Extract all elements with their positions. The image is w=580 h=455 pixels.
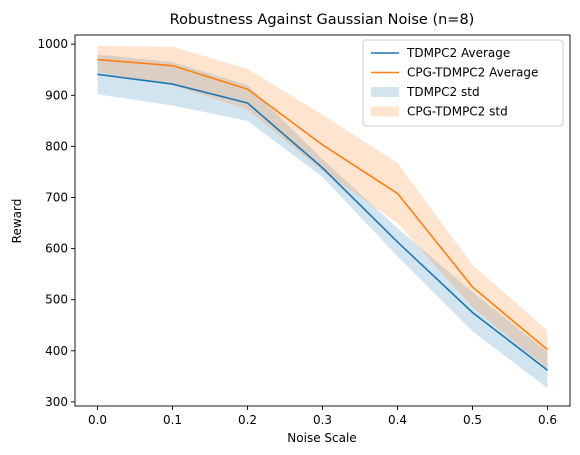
legend: TDMPC2 Average CPG-TDMPC2 Average TDMPC2 s… <box>363 40 563 126</box>
y-tick-label: 300 <box>45 395 68 409</box>
x-tick-label: 0.3 <box>313 413 332 427</box>
x-tick-label: 0.1 <box>163 413 182 427</box>
cpg-tdmpc2-std-legend-label: CPG-TDMPC2 std <box>407 105 508 119</box>
x-tick-label: 0.5 <box>463 413 482 427</box>
x-axis: 0.0 0.1 0.2 0.3 0.4 0.5 0.6 <box>88 406 557 427</box>
x-tick-label: 0.0 <box>88 413 107 427</box>
x-tick-label: 0.6 <box>538 413 557 427</box>
tdmpc2-std-legend-label: TDMPC2 std <box>406 85 480 99</box>
y-axis: 300 400 500 600 700 800 900 1000 <box>37 37 75 409</box>
y-axis-label: Reward <box>10 199 24 244</box>
x-tick-label: 0.2 <box>238 413 257 427</box>
tdmpc2-average-legend-label: TDMPC2 Average <box>406 46 510 60</box>
y-tick-label: 600 <box>45 242 68 256</box>
cpg-tdmpc2-std-legend-swatch <box>371 107 399 117</box>
chart-title: Robustness Against Gaussian Noise (n=8) <box>170 12 475 28</box>
tdmpc2-std-legend-swatch <box>371 87 399 97</box>
y-tick-label: 500 <box>45 293 68 307</box>
x-axis-label: Noise Scale <box>287 431 356 445</box>
x-tick-label: 0.4 <box>388 413 407 427</box>
y-tick-label: 800 <box>45 139 68 153</box>
y-tick-label: 900 <box>45 88 68 102</box>
cpg-tdmpc2-average-legend-label: CPG-TDMPC2 Average <box>407 66 538 80</box>
y-tick-label: 400 <box>45 344 68 358</box>
y-tick-label: 1000 <box>37 37 68 51</box>
y-tick-label: 700 <box>45 191 68 205</box>
